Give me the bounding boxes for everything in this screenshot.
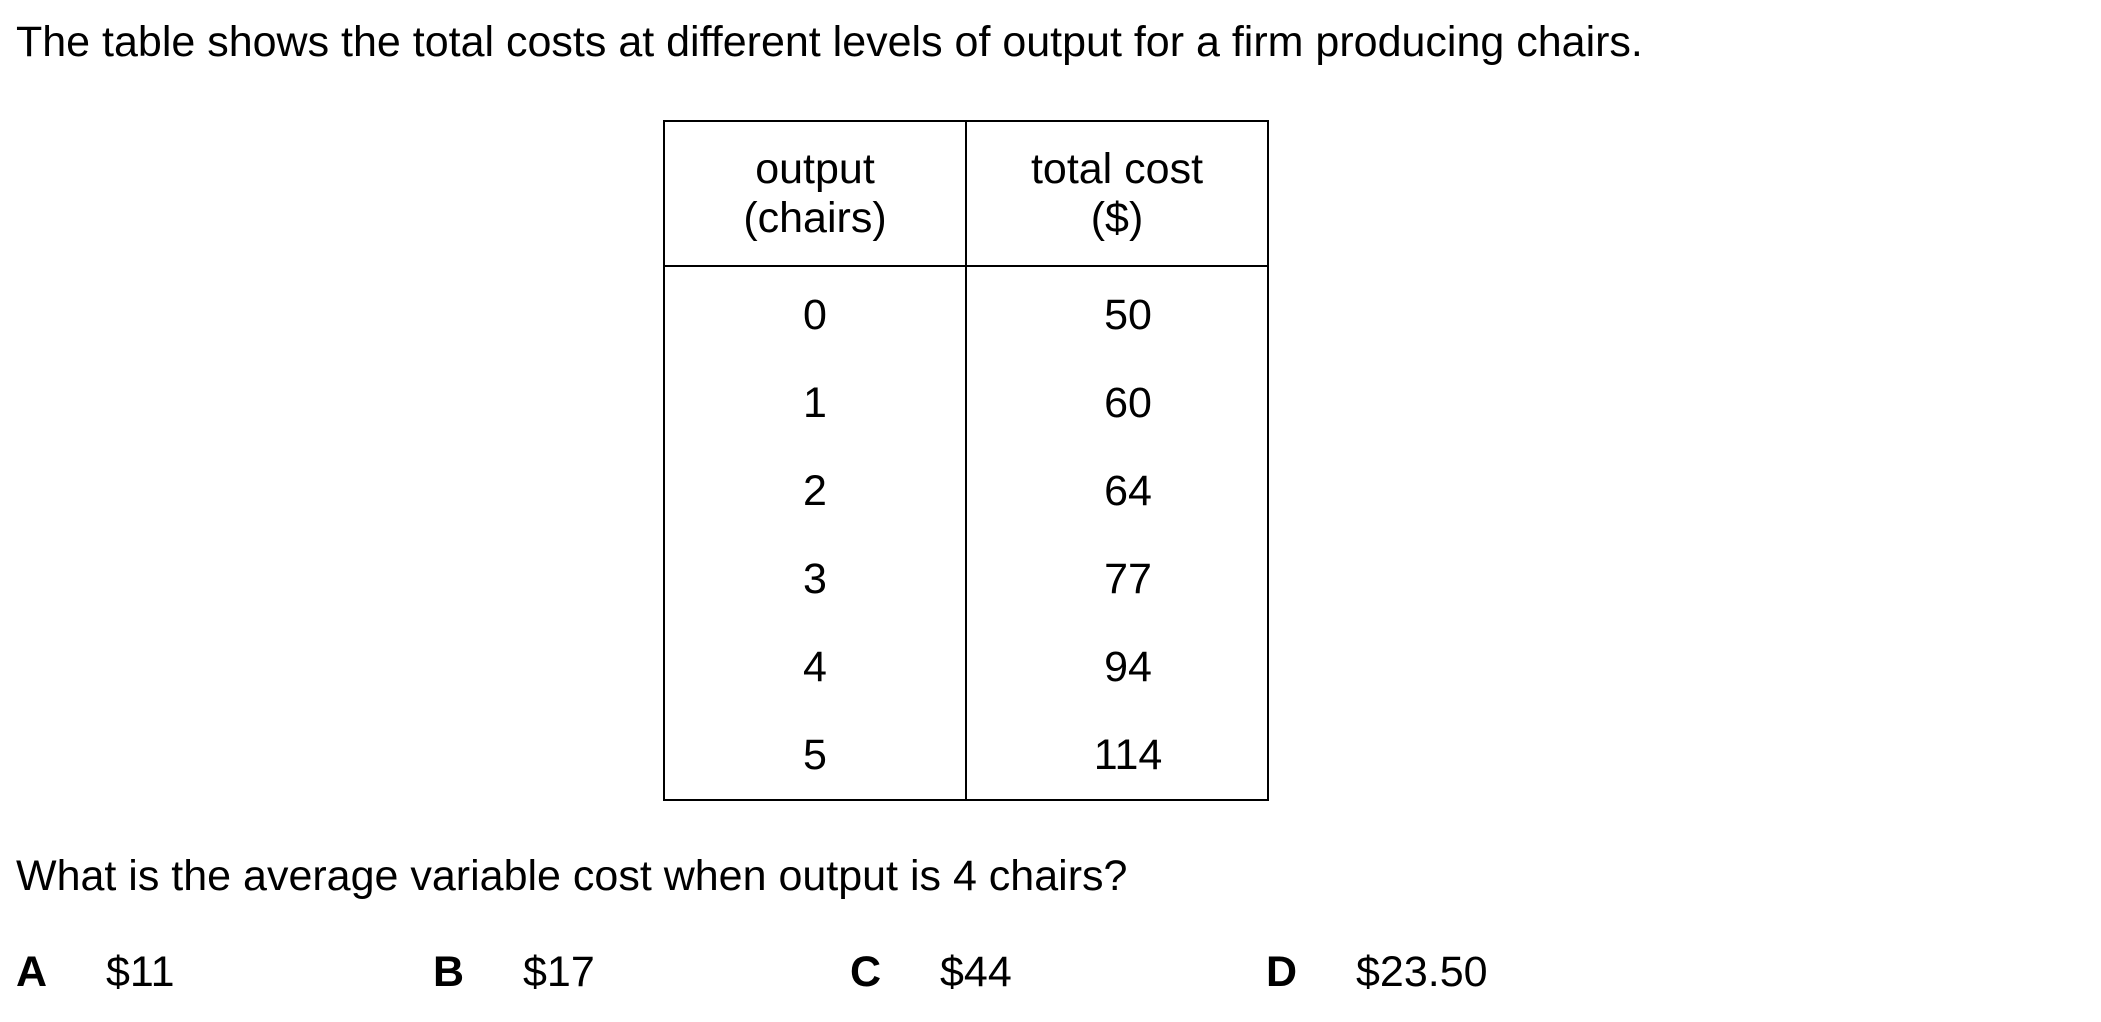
option-a-letter: A [16, 948, 48, 996]
option-c-text: $44 [940, 948, 1012, 996]
header-total-cost-line2: ($) [1090, 193, 1144, 242]
header-output-line2: (chairs) [743, 193, 887, 242]
table-row: 0 50 [663, 266, 1269, 359]
question-text: What is the average variable cost when o… [16, 852, 1128, 900]
total-cost-cell: 64 [965, 447, 1269, 535]
header-row: output (chairs) total cost ($) [663, 120, 1269, 267]
option-d-letter: D [1266, 948, 1298, 996]
total-cost-cell: 50 [965, 266, 1269, 359]
output-cell: 0 [663, 266, 967, 359]
answer-options: A $11 B $17 C $44 D $23.50 [16, 944, 1716, 1004]
output-cell: 1 [663, 359, 967, 447]
option-a-text: $11 [106, 948, 175, 996]
output-cell: 4 [663, 623, 967, 711]
option-b-letter: B [433, 948, 465, 996]
output-cell: 3 [663, 535, 967, 623]
table-header: output (chairs) total cost ($) [663, 120, 1269, 267]
option-b[interactable]: B $17 [433, 944, 595, 1000]
header-total-cost: total cost ($) [965, 120, 1269, 267]
intro-text: The table shows the total costs at diffe… [16, 18, 1643, 66]
total-cost-cell: 94 [965, 623, 1269, 711]
option-c-letter: C [850, 948, 882, 996]
option-a[interactable]: A $11 [16, 944, 175, 1000]
total-cost-cell: 60 [965, 359, 1269, 447]
table-body: 0 50 1 60 2 64 3 77 4 94 5 114 [663, 266, 1269, 800]
option-c[interactable]: C $44 [850, 944, 1012, 1000]
header-output-line1: output [755, 144, 875, 193]
table-row: 5 114 [663, 711, 1269, 800]
table-row: 3 77 [663, 535, 1269, 623]
total-cost-cell: 77 [965, 535, 1269, 623]
total-cost-cell: 114 [965, 711, 1269, 800]
table-row: 2 64 [663, 447, 1269, 535]
option-d[interactable]: D $23.50 [1266, 944, 1488, 1000]
header-output: output (chairs) [663, 120, 967, 267]
output-cell: 2 [663, 447, 967, 535]
output-cell: 5 [663, 711, 967, 800]
option-b-text: $17 [523, 948, 595, 996]
option-d-text: $23.50 [1356, 948, 1488, 996]
cost-table: output (chairs) total cost ($) 0 50 1 60… [663, 120, 1269, 801]
table-row: 4 94 [663, 623, 1269, 711]
header-total-cost-line1: total cost [1030, 144, 1204, 193]
table-row: 1 60 [663, 359, 1269, 447]
